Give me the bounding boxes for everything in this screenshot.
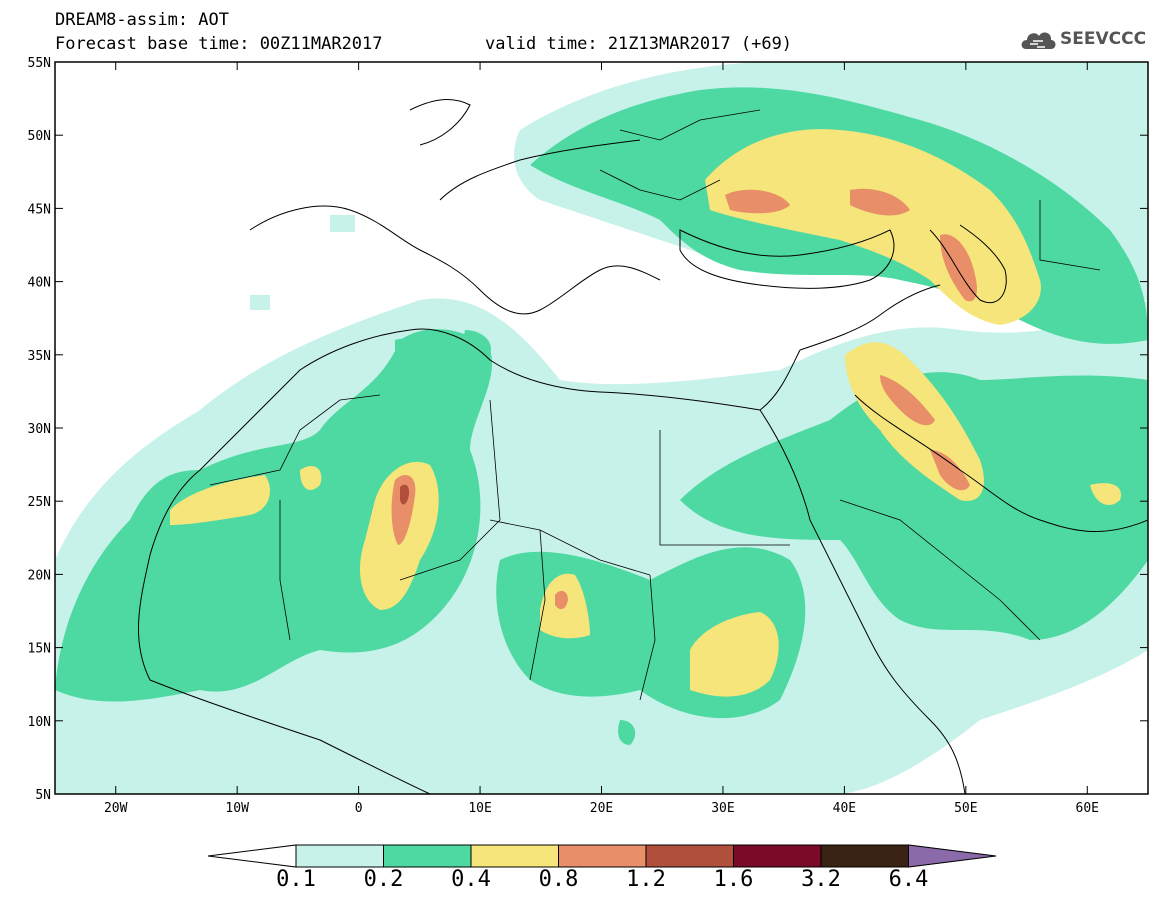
lat-tick-label: 5N bbox=[35, 788, 51, 803]
lon-tick-label: 0 bbox=[355, 801, 363, 816]
colorbar bbox=[207, 844, 997, 868]
aot-level-1.2 bbox=[400, 484, 410, 505]
map-title: DREAM8-assim: AOT bbox=[55, 10, 229, 30]
lat-tick-label: 10N bbox=[28, 715, 51, 730]
latitude-axis: 5N 10N 15N 20N 25N 30N 35N 40N 45N 50N 55N bbox=[28, 56, 1148, 803]
lat-tick-label: 35N bbox=[28, 349, 51, 364]
logo-text: SEEVCCC bbox=[1060, 29, 1147, 49]
lat-tick-label: 45N bbox=[28, 202, 51, 217]
colorbar-label: 1.2 bbox=[626, 867, 666, 892]
colorbar-low-extend bbox=[207, 844, 297, 868]
colorbar-segment bbox=[733, 844, 822, 868]
colorbar-label: 1.6 bbox=[713, 867, 754, 892]
colorbar-label: 3.2 bbox=[801, 867, 841, 892]
colorbar-segment bbox=[820, 844, 909, 868]
colorbar-label: 0.8 bbox=[538, 867, 579, 892]
lat-tick-label: 15N bbox=[28, 642, 51, 657]
lat-tick-label: 40N bbox=[28, 276, 51, 291]
lat-tick-label: 55N bbox=[28, 56, 51, 71]
colorbar-segment bbox=[470, 844, 559, 868]
lat-tick-label: 20N bbox=[28, 568, 51, 583]
lon-tick-label: 20E bbox=[590, 801, 613, 816]
valid-time: valid time: 21Z13MAR2017 (+69) bbox=[485, 34, 793, 54]
colorbar-segment bbox=[295, 844, 384, 868]
colorbar-high-extend bbox=[908, 844, 997, 868]
colorbar-segment bbox=[383, 844, 472, 868]
lat-tick-label: 30N bbox=[28, 422, 51, 437]
colorbar-label: 0.4 bbox=[451, 867, 491, 892]
lon-tick-label: 50E bbox=[954, 801, 977, 816]
lon-tick-label: 30E bbox=[711, 801, 734, 816]
colorbar-label: 0.2 bbox=[363, 867, 404, 892]
colorbar-segment bbox=[558, 844, 647, 868]
lon-tick-label: 60E bbox=[1076, 801, 1099, 816]
lon-tick-label: 10E bbox=[468, 801, 491, 816]
seevccc-logo: SEEVCCC bbox=[1018, 25, 1158, 55]
colorbar-segment bbox=[645, 844, 734, 868]
lat-tick-label: 25N bbox=[28, 495, 51, 510]
lon-tick-label: 40E bbox=[833, 801, 856, 816]
colorbar-label: 6.4 bbox=[888, 867, 929, 892]
colorbar-label: 0.1 bbox=[276, 867, 316, 892]
forecast-base-time: Forecast base time: 00Z11MAR2017 bbox=[55, 34, 383, 54]
country-borders bbox=[209, 109, 1101, 701]
cloud-icon bbox=[1021, 32, 1056, 49]
coastlines bbox=[137, 99, 1148, 794]
lon-tick-label: 10W bbox=[225, 801, 249, 816]
longitude-axis: 20W 10W 0 10E 20E 30E 40E 50E 60E bbox=[104, 62, 1099, 816]
aot-field bbox=[55, 62, 1148, 794]
lat-tick-label: 50N bbox=[28, 129, 51, 144]
lon-tick-label: 20W bbox=[104, 801, 128, 816]
